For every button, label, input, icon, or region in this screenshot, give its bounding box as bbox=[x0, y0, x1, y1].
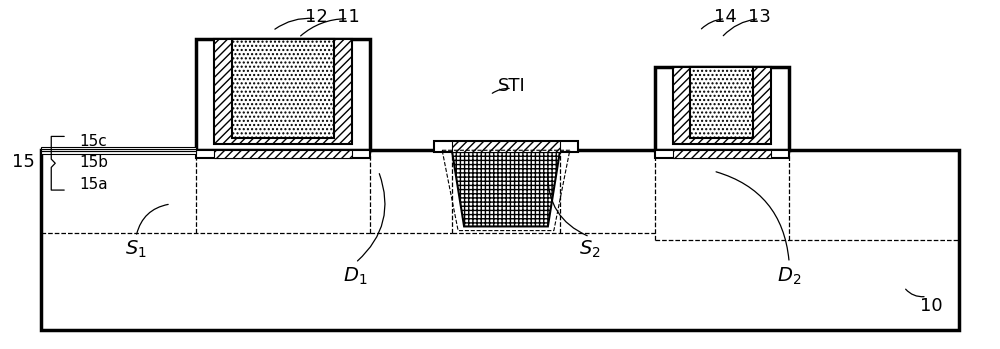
Bar bbox=[214, 39, 352, 144]
Text: 15a: 15a bbox=[79, 177, 108, 192]
Bar bbox=[673, 150, 771, 158]
Bar bbox=[655, 67, 789, 150]
Bar bbox=[655, 150, 789, 158]
Bar bbox=[232, 39, 334, 138]
Text: 10: 10 bbox=[920, 297, 943, 315]
Text: 13: 13 bbox=[748, 8, 771, 26]
Text: 15c: 15c bbox=[79, 134, 107, 149]
Text: 14: 14 bbox=[714, 8, 737, 26]
Bar bbox=[41, 149, 196, 151]
Text: 11: 11 bbox=[337, 8, 360, 26]
Text: $D_1$: $D_1$ bbox=[343, 266, 368, 287]
Bar bbox=[196, 39, 370, 150]
Text: STI: STI bbox=[498, 77, 526, 95]
Text: $S_1$: $S_1$ bbox=[125, 238, 147, 260]
Bar bbox=[690, 67, 753, 138]
Bar bbox=[214, 150, 352, 158]
Bar bbox=[434, 141, 578, 152]
Bar bbox=[41, 150, 959, 330]
Text: $S_2$: $S_2$ bbox=[579, 238, 601, 260]
Bar bbox=[196, 150, 370, 158]
Text: 12: 12 bbox=[305, 8, 328, 26]
Text: 15b: 15b bbox=[79, 155, 108, 170]
Bar bbox=[452, 141, 560, 152]
Polygon shape bbox=[452, 152, 560, 227]
Text: $D_2$: $D_2$ bbox=[777, 266, 801, 287]
Text: 15: 15 bbox=[12, 153, 35, 171]
Bar bbox=[41, 151, 196, 154]
Bar bbox=[41, 147, 196, 149]
Bar bbox=[673, 67, 771, 144]
